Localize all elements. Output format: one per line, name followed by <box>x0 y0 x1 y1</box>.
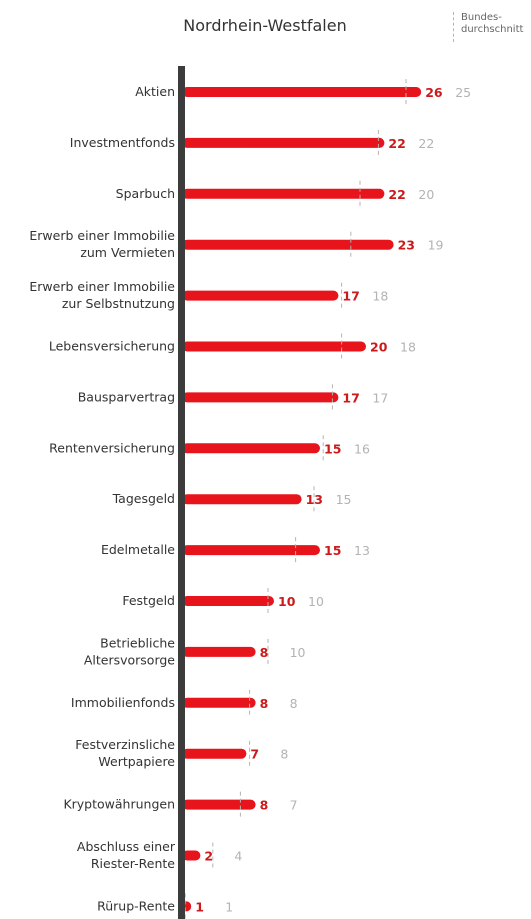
bar <box>182 443 320 454</box>
reference-value-label: 22 <box>418 136 434 151</box>
bar <box>182 494 302 505</box>
bar <box>182 799 256 810</box>
reference-value-label: 1 <box>225 899 233 914</box>
legend-label: Bundes- durchschnitt <box>461 12 524 35</box>
value-label: 17 <box>342 289 359 304</box>
category-label: Rürup-Rente <box>97 898 175 913</box>
bar <box>182 748 247 759</box>
bar <box>182 239 394 250</box>
value-label: 22 <box>388 187 405 202</box>
legend: Bundes- durchschnitt <box>451 10 531 44</box>
reference-value-label: 18 <box>372 289 388 304</box>
value-label: 15 <box>324 441 341 456</box>
bar <box>182 290 339 301</box>
reference-value-label: 25 <box>455 85 471 100</box>
category-label: Festverzinsliche <box>75 737 175 752</box>
value-label: 26 <box>425 85 443 100</box>
value-label: 10 <box>278 594 296 609</box>
category-label: Immobilienfonds <box>71 695 175 710</box>
reference-value-label: 17 <box>372 390 388 405</box>
value-label: 15 <box>324 543 341 558</box>
reference-value-label: 15 <box>336 492 352 507</box>
axis-line <box>178 66 185 919</box>
bar <box>182 850 201 861</box>
bar <box>182 87 422 97</box>
value-label: 23 <box>398 238 415 253</box>
reference-value-label: 4 <box>234 849 242 864</box>
category-label: Rentenversicherung <box>49 440 175 455</box>
reference-value-label: 7 <box>290 798 298 813</box>
category-label: Betriebliche <box>100 635 175 650</box>
category-label: Erwerb einer Immobilie <box>29 228 175 243</box>
bar <box>182 392 339 403</box>
category-label: Tagesgeld <box>112 491 175 506</box>
category-label: Bausparvertrag <box>78 389 175 404</box>
category-label: zur Selbstnutzung <box>62 296 175 311</box>
reference-value-label: 13 <box>354 543 370 558</box>
reference-value-label: 19 <box>428 238 444 253</box>
chart-title: Nordrhein-Westfalen <box>183 16 347 35</box>
category-label: zum Vermieten <box>80 245 175 260</box>
value-label: 7 <box>250 747 259 762</box>
bar <box>182 545 320 556</box>
legend-reference-marker <box>453 12 454 42</box>
value-label: 8 <box>260 798 269 813</box>
category-label: Altersvorsorge <box>84 652 175 667</box>
reference-value-label: 10 <box>308 594 324 609</box>
reference-value-label: 8 <box>280 747 288 762</box>
value-label: 1 <box>195 899 204 914</box>
reference-value-label: 16 <box>354 441 370 456</box>
bar <box>182 341 366 352</box>
bar <box>182 646 256 657</box>
value-label: 17 <box>342 390 359 405</box>
category-label: Wertpapiere <box>98 754 175 769</box>
category-label: Investmentfonds <box>70 135 175 150</box>
bar <box>182 596 274 606</box>
reference-value-label: 8 <box>290 696 298 711</box>
value-label: 8 <box>260 696 269 711</box>
value-label: 8 <box>260 645 269 660</box>
category-label: Edelmetalle <box>101 542 175 557</box>
category-label: Kryptowährungen <box>63 797 175 812</box>
bar <box>182 137 385 148</box>
reference-value-label: 18 <box>400 340 416 355</box>
reference-value-label: 10 <box>290 645 306 660</box>
bar <box>182 188 385 199</box>
value-label: 22 <box>388 136 405 151</box>
value-label: 20 <box>370 340 388 355</box>
reference-value-label: 20 <box>418 187 434 202</box>
category-label: Abschluss einer <box>77 839 176 854</box>
category-label: Riester-Rente <box>91 856 175 871</box>
category-label: Aktien <box>135 84 175 99</box>
category-label: Erwerb einer Immobilie <box>29 279 175 294</box>
category-label: Festgeld <box>122 593 175 608</box>
category-label: Sparbuch <box>116 186 175 201</box>
category-label: Lebensversicherung <box>49 339 175 354</box>
value-label: 13 <box>306 492 323 507</box>
value-label: 2 <box>204 849 213 864</box>
bar <box>182 697 256 708</box>
